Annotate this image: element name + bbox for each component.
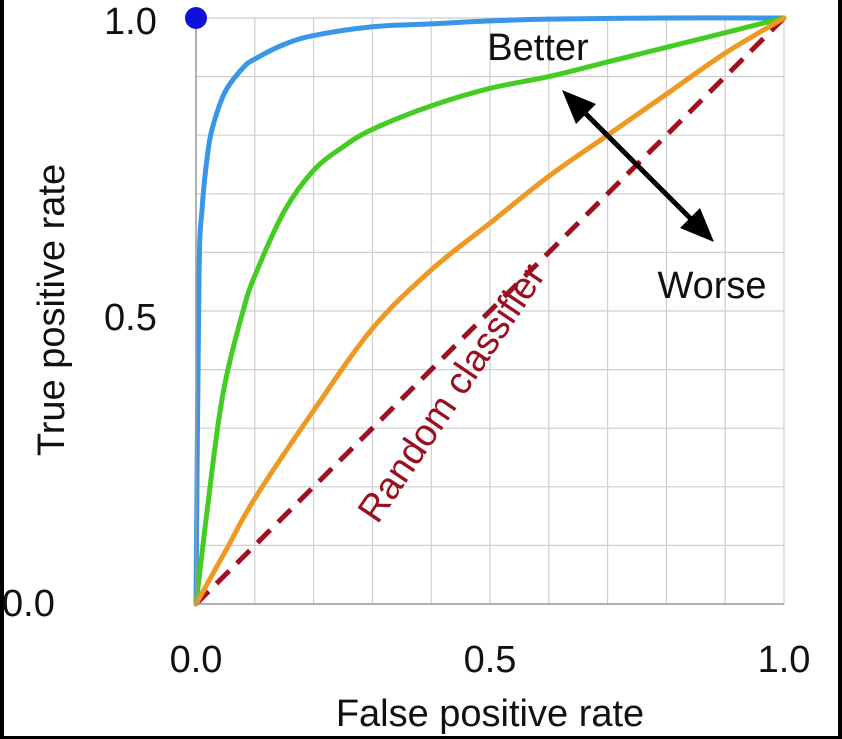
- random-classifier-line: [194, 16, 786, 606]
- y-tick-label: 0.0: [2, 583, 55, 625]
- axes: [195, 18, 784, 605]
- y-tick-label: 0.5: [104, 297, 157, 339]
- roc-curve-2: [193, 15, 787, 607]
- arrow-head-down: [680, 208, 714, 242]
- x-axis-label: False positive rate: [336, 693, 644, 735]
- random-diagonal: [194, 16, 786, 606]
- x-tick-label: 0.0: [170, 639, 223, 681]
- x-tick-label: 1.0: [758, 639, 811, 681]
- arrow-head-up: [562, 90, 596, 124]
- chart-frame: [4, 0, 838, 736]
- curves: [193, 15, 787, 607]
- roc-curve-3: [193, 15, 787, 607]
- worse-annotation: Worse: [657, 265, 766, 307]
- better-annotation: Better: [487, 27, 589, 69]
- random-classifier-label: Random classifier: [350, 256, 554, 530]
- roc-curve-1: [193, 15, 787, 607]
- x-tick-label: 0.5: [464, 639, 517, 681]
- perfect-classifier-point: [185, 7, 207, 29]
- better-worse-arrow: [562, 90, 714, 242]
- y-axis-label: True positive rate: [31, 164, 73, 456]
- y-tick-label: 1.0: [104, 1, 157, 43]
